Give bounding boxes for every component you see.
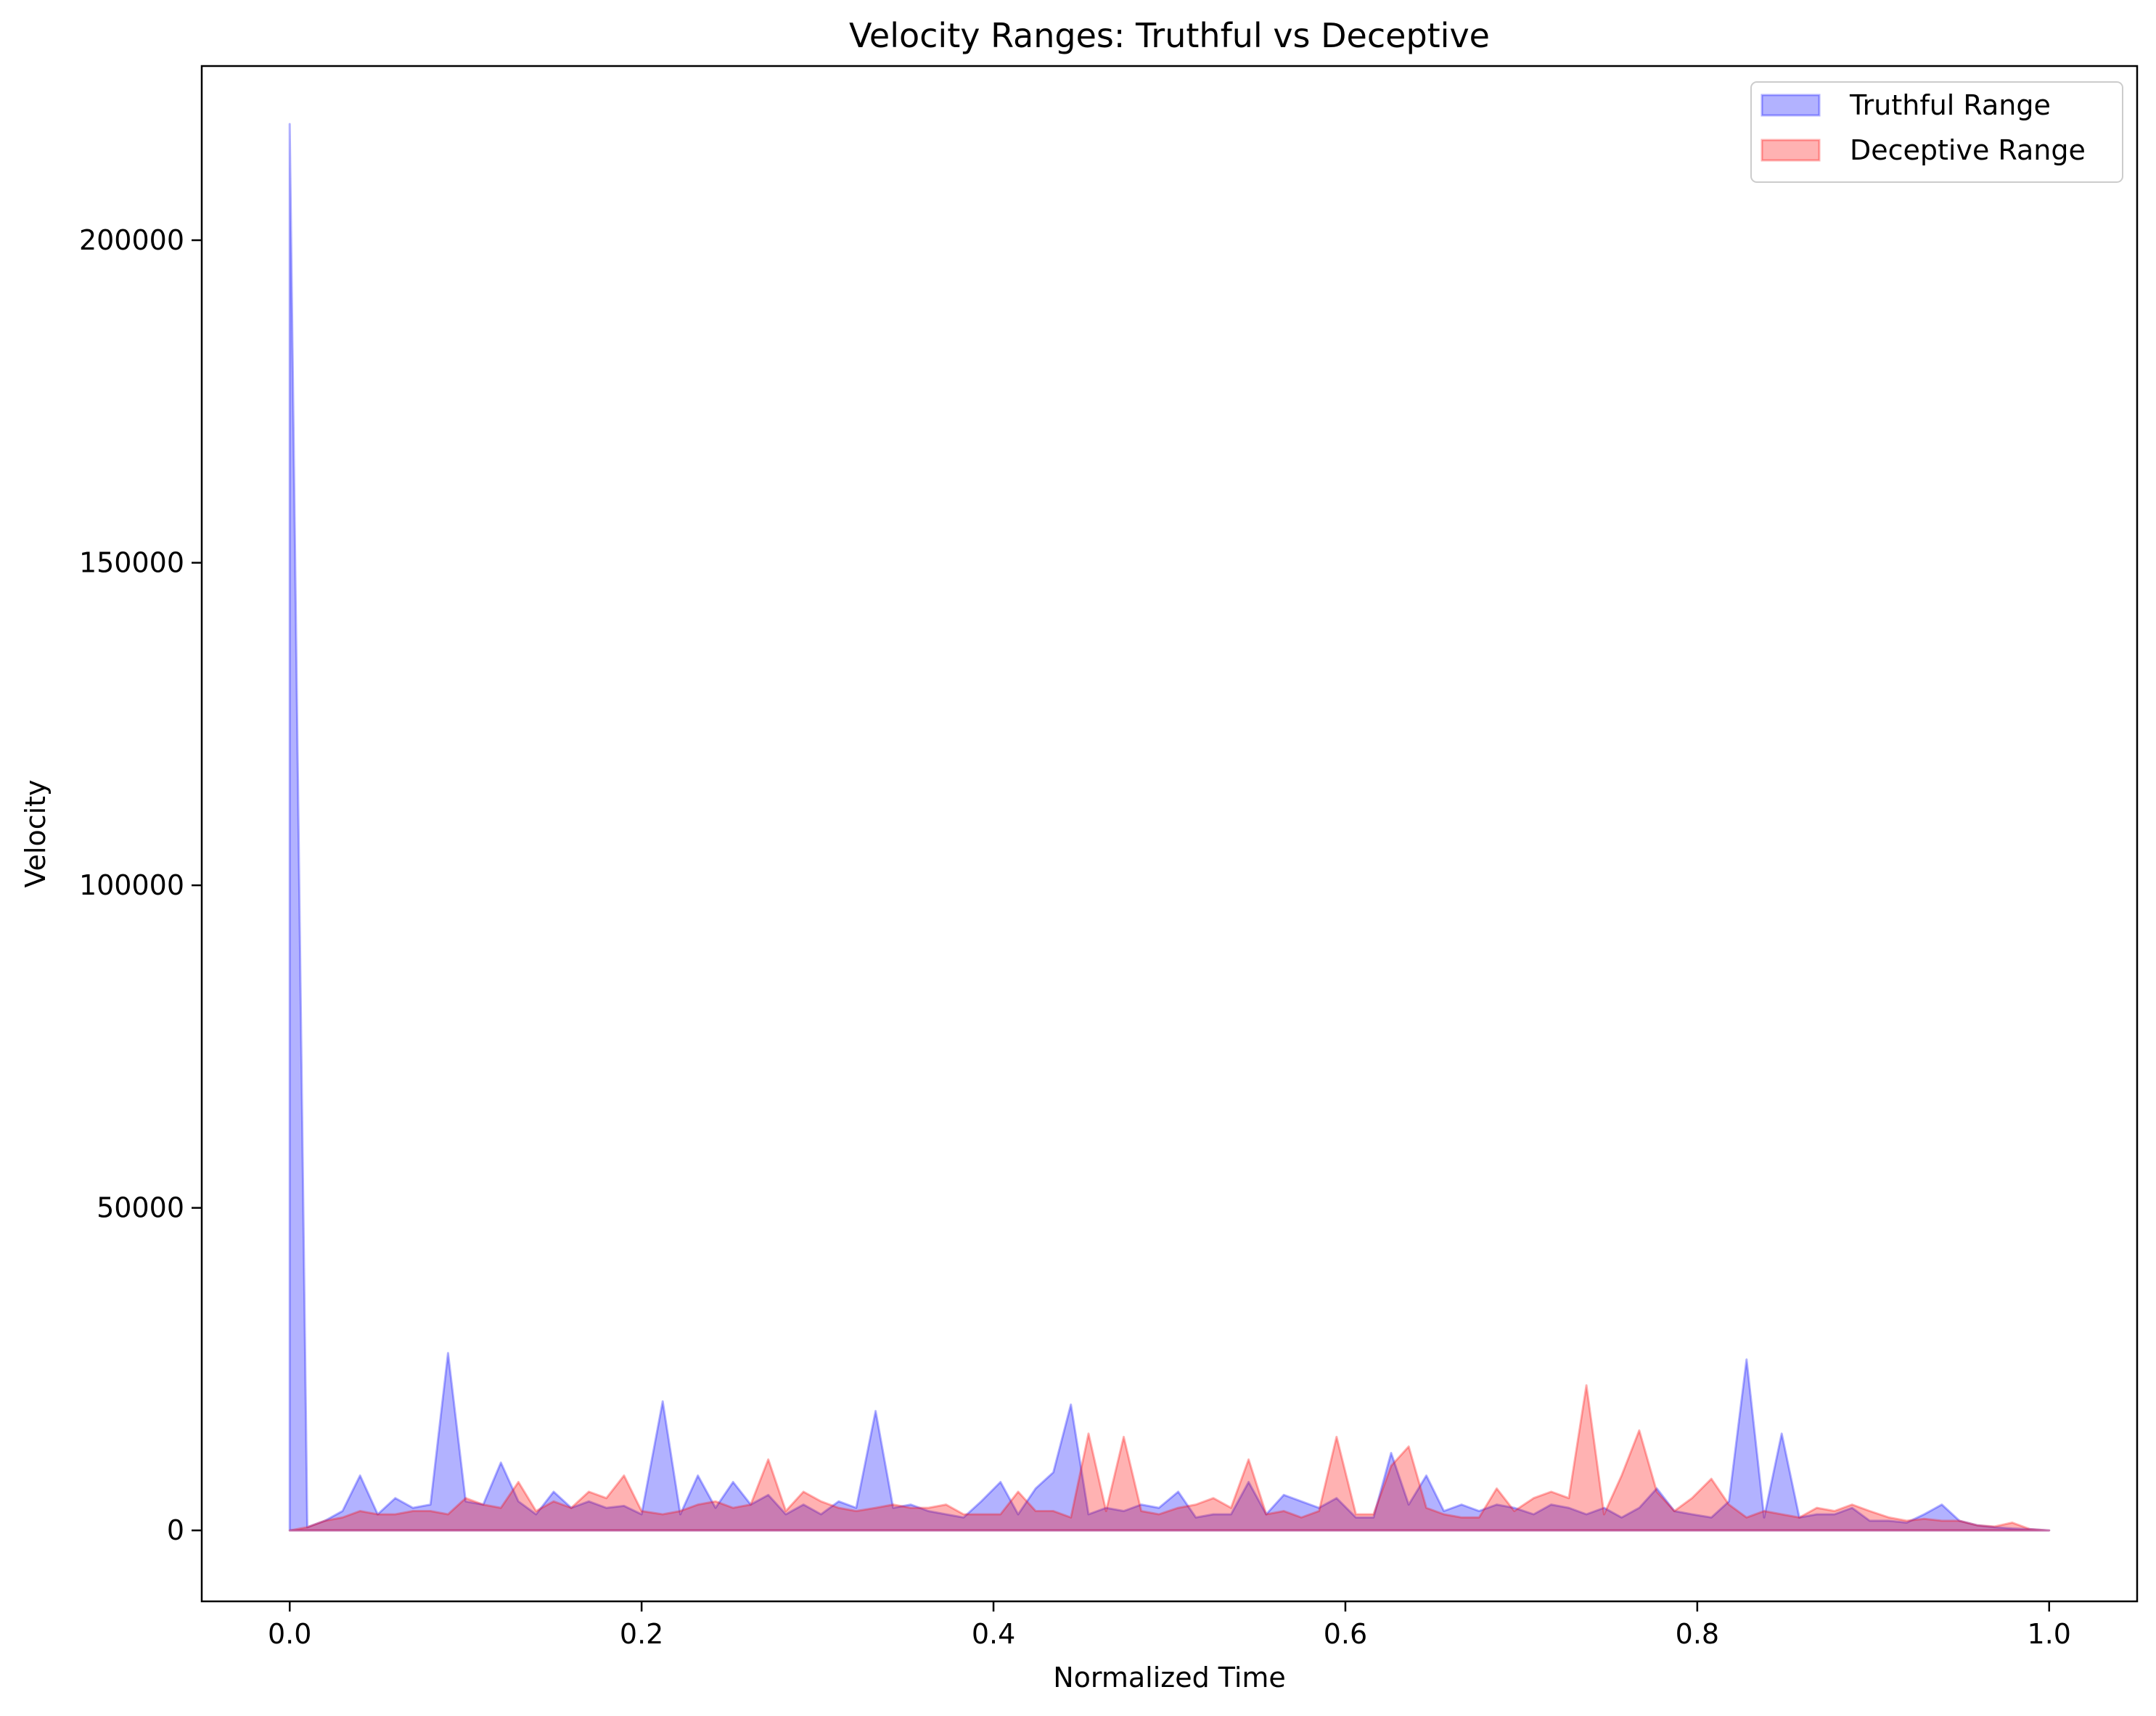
- plot-frame: [200, 65, 2139, 1603]
- x-axis-label: Normalized Time: [1053, 1662, 1286, 1694]
- y-tick-label: 100000: [79, 869, 184, 901]
- y-tick-label: 50000: [97, 1192, 184, 1224]
- x-tick-label: 0.0: [268, 1618, 311, 1650]
- x-tick-label: 1.0: [2028, 1618, 2071, 1650]
- plot-background: [202, 66, 2137, 1601]
- x-tick-label: 0.2: [620, 1618, 663, 1650]
- chart-title: Velocity Ranges: Truthful vs Deceptive: [849, 16, 1490, 55]
- series-area-truthful: [288, 123, 2051, 1532]
- legend-label-truthful: Truthful Range: [1849, 89, 2051, 121]
- x-tick-label: 0.6: [1324, 1618, 1367, 1650]
- legend: Truthful Range Deceptive Range: [1750, 81, 2123, 183]
- legend-swatch-deceptive: [1761, 139, 1821, 162]
- legend-swatch-truthful: [1761, 94, 1821, 117]
- y-axis-ticks: 0 50000 100000 150000 200000: [79, 224, 202, 1546]
- legend-label-deceptive: Deceptive Range: [1850, 134, 2086, 166]
- y-tick-label: 150000: [79, 547, 184, 579]
- x-tick-label: 0.4: [972, 1618, 1015, 1650]
- series-layer: [288, 123, 2051, 1532]
- y-tick-label: 0: [167, 1514, 184, 1546]
- y-axis-label: Velocity: [20, 779, 52, 887]
- y-tick-label: 200000: [79, 224, 184, 256]
- series-area-deceptive: [288, 1384, 2051, 1532]
- x-tick-label: 0.8: [1676, 1618, 1719, 1650]
- x-axis-ticks: 0.0 0.2 0.4 0.6 0.8 1.0: [268, 1601, 2071, 1650]
- legend-frame: [1750, 81, 2123, 183]
